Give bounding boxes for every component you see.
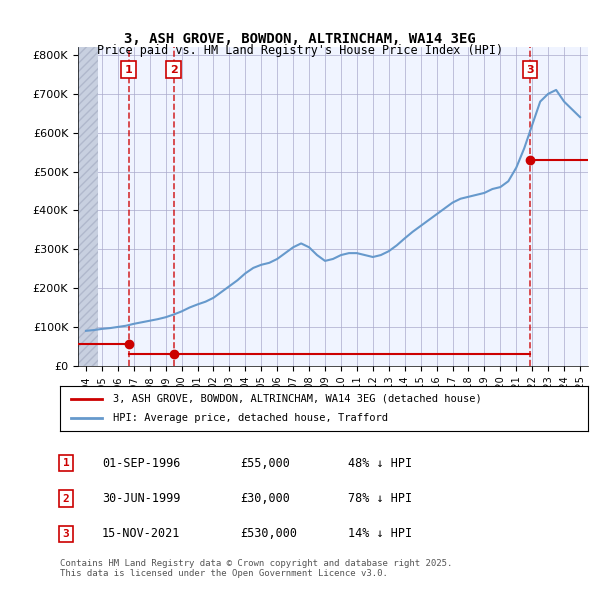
Text: 3: 3 — [526, 64, 534, 74]
Text: £530,000: £530,000 — [240, 527, 297, 540]
Text: 01-SEP-1996: 01-SEP-1996 — [102, 457, 181, 470]
Text: 1: 1 — [62, 458, 70, 468]
Text: 1: 1 — [125, 64, 133, 74]
Text: 78% ↓ HPI: 78% ↓ HPI — [348, 492, 412, 505]
Text: 14% ↓ HPI: 14% ↓ HPI — [348, 527, 412, 540]
Text: £55,000: £55,000 — [240, 457, 290, 470]
Text: 3, ASH GROVE, BOWDON, ALTRINCHAM, WA14 3EG: 3, ASH GROVE, BOWDON, ALTRINCHAM, WA14 3… — [124, 32, 476, 47]
Text: 3, ASH GROVE, BOWDON, ALTRINCHAM, WA14 3EG (detached house): 3, ASH GROVE, BOWDON, ALTRINCHAM, WA14 3… — [113, 394, 482, 404]
Text: 2: 2 — [62, 494, 70, 503]
Text: £30,000: £30,000 — [240, 492, 290, 505]
Text: 15-NOV-2021: 15-NOV-2021 — [102, 527, 181, 540]
Text: Price paid vs. HM Land Registry's House Price Index (HPI): Price paid vs. HM Land Registry's House … — [97, 44, 503, 57]
Text: 2: 2 — [170, 64, 178, 74]
Text: 30-JUN-1999: 30-JUN-1999 — [102, 492, 181, 505]
Text: Contains HM Land Registry data © Crown copyright and database right 2025.
This d: Contains HM Land Registry data © Crown c… — [60, 559, 452, 578]
Bar — [78, 47, 98, 366]
Text: 3: 3 — [62, 529, 70, 539]
Text: HPI: Average price, detached house, Trafford: HPI: Average price, detached house, Traf… — [113, 414, 388, 423]
Text: 48% ↓ HPI: 48% ↓ HPI — [348, 457, 412, 470]
